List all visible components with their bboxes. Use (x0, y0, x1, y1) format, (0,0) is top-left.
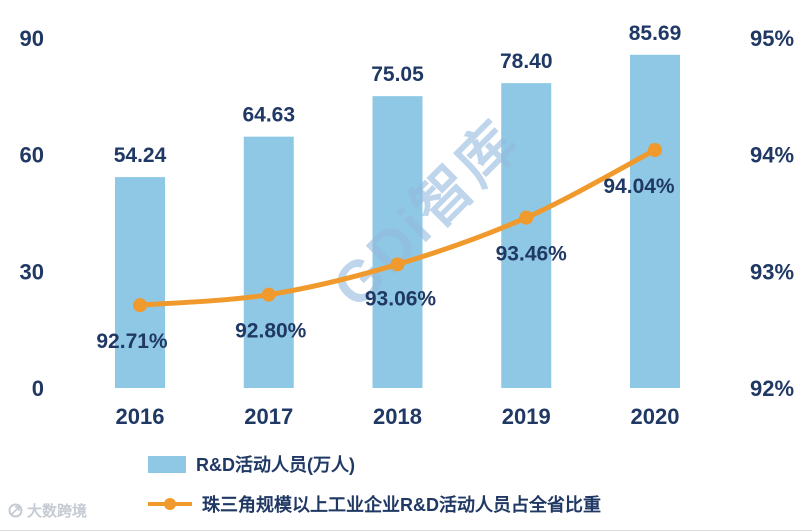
legend-item-line: 珠三角规模以上工业企业R&D活动人员占全省比重 (148, 491, 601, 517)
bar-value-label-2020: 85.69 (629, 22, 682, 45)
right-axis-tick-95: 95% (750, 26, 794, 51)
x-axis-label-2017: 2017 (244, 404, 293, 429)
line-value-label-2019: 93.46% (496, 243, 568, 266)
line-value-label-2020: 94.04% (603, 175, 675, 198)
bar-2020 (630, 54, 680, 389)
line-point-2018 (390, 257, 405, 272)
bar-2019 (501, 83, 552, 388)
line-value-label-2017: 92.80% (235, 320, 307, 343)
x-axis-label-2020: 2020 (631, 404, 680, 429)
line-value-label-2016: 92.71% (96, 330, 168, 353)
left-axis-tick-0: 0 (32, 376, 44, 401)
legend: R&D活动人员(万人) 珠三角规模以上工业企业R&D活动人员占全省比重 (148, 451, 601, 517)
legend-item-bars: R&D活动人员(万人) (148, 451, 601, 477)
brand-text: 大数跨境 (27, 503, 88, 520)
bar-value-label-2019: 78.40 (500, 50, 553, 73)
left-axis-tick-30: 30 (20, 259, 44, 284)
bar-2018 (372, 96, 423, 388)
watermark-brand: 大数跨境 (8, 500, 87, 521)
left-axis-tick-90: 90 (20, 26, 44, 51)
line-point-2019 (519, 210, 534, 225)
right-axis-tick-94: 94% (750, 143, 794, 168)
legend-label-bars: R&D活动人员(万人) (196, 455, 355, 475)
right-axis-tick-93: 93% (750, 259, 794, 284)
line-legend-marker (164, 498, 176, 510)
right-axis-tick-92: 92% (750, 376, 794, 401)
left-axis-tick-60: 60 (20, 143, 44, 168)
x-axis-label-2016: 2016 (116, 404, 165, 429)
x-axis-label-2019: 2019 (502, 404, 551, 429)
bar-2017 (243, 136, 294, 388)
line-value-label-2018: 93.06% (365, 287, 437, 310)
line-point-2016 (133, 298, 147, 313)
line-legend-swatch (148, 497, 192, 511)
bar-value-label-2016: 54.24 (114, 144, 167, 167)
bar-value-label-2018: 75.05 (371, 63, 424, 86)
bar-2016 (115, 177, 165, 388)
line-point-2017 (261, 287, 276, 302)
bar-value-label-2017: 64.63 (242, 104, 295, 127)
brand-icon (8, 503, 23, 518)
legend-label-line: 珠三角规模以上工业企业R&D活动人员占全省比重 (202, 495, 601, 515)
x-axis-label-2018: 2018 (373, 404, 422, 429)
line-point-2020 (648, 143, 662, 157)
bar-legend-swatch (148, 455, 186, 473)
